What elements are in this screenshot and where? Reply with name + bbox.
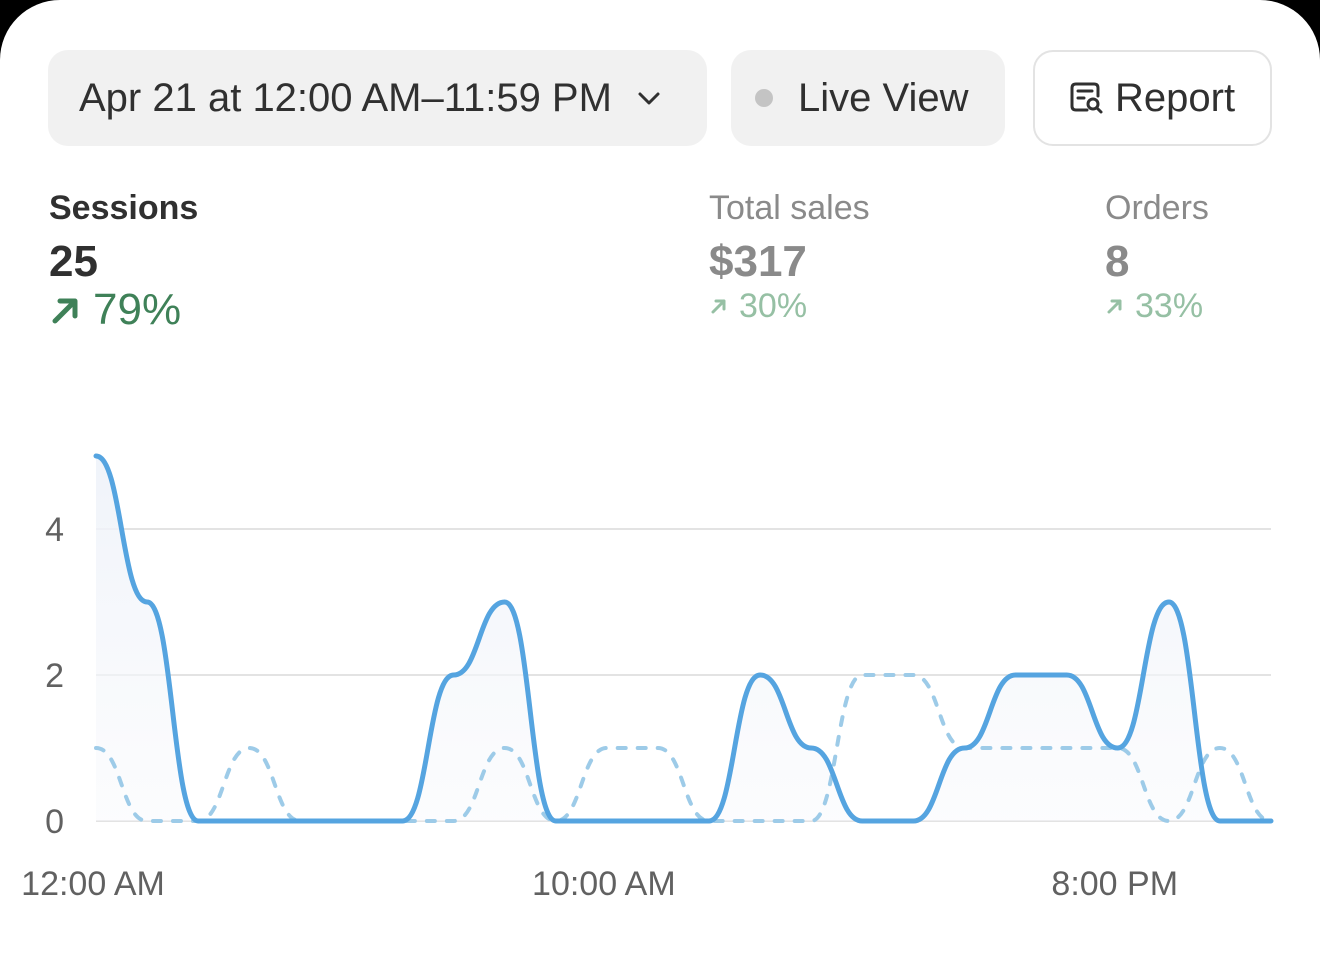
point-comparison-15 [859,672,865,678]
metric-change-value: 33% [1135,287,1204,325]
metric-total-sales[interactable]: Total sales $317 30% [709,188,870,330]
live-view-label: Live View [798,75,969,120]
point-current-6 [400,818,406,824]
point-comparison-13 [757,818,763,824]
report-label: Report [1115,75,1236,120]
series-line-comparison [94,673,1273,823]
metric-value: 8 [1105,237,1130,286]
point-current-2 [195,818,201,824]
point-comparison-7 [451,818,457,824]
point-current-5 [348,818,354,824]
point-current-16 [910,818,916,824]
y-tick-label: 2 [45,657,64,695]
point-current-1 [144,599,150,605]
metric-sessions[interactable]: Sessions 25 79% [49,188,198,334]
point-comparison-0 [93,745,99,751]
metric-value: $317 [709,237,807,286]
point-comparison-21 [1166,818,1172,824]
metric-value: 25 [49,237,98,286]
arrow-up-right-icon [709,296,729,316]
point-current-22 [1217,818,1223,824]
point-current-9 [553,818,559,824]
point-current-0 [93,453,99,459]
point-current-13 [757,672,763,678]
live-view-button[interactable]: Live View [731,50,1005,146]
status-dot-icon [755,89,773,107]
series-line-current [93,453,1274,824]
metric-label: Orders [1105,189,1209,227]
date-range-label: Apr 21 at 12:00 AM–11:59 PM [79,75,612,120]
x-tick-label: 12:00 AM [21,865,165,903]
point-current-7 [451,672,457,678]
metric-change-value: 79% [93,285,182,334]
point-comparison-10 [604,745,610,751]
point-comparison-3 [246,745,252,751]
metric-change: 79% [49,286,198,334]
point-comparison-18 [1013,745,1019,751]
point-comparison-19 [1064,745,1070,751]
x-tick-label: 10:00 AM [532,865,676,903]
point-current-20 [1115,745,1121,751]
point-current-12 [706,818,712,824]
point-current-8 [502,599,508,605]
point-current-23 [1268,818,1274,824]
point-comparison-16 [910,672,916,678]
point-current-11 [655,818,661,824]
point-comparison-22 [1217,745,1223,751]
x-tick-label: 8:00 PM [1051,865,1178,903]
arrow-up-right-icon [49,293,83,327]
metric-change: 30% [709,282,870,330]
metric-label: Sessions [49,189,199,227]
series-area [96,456,1271,821]
report-button[interactable]: Report [1033,50,1272,146]
point-comparison-8 [502,745,508,751]
point-current-10 [604,818,610,824]
point-current-4 [297,818,303,824]
point-current-21 [1166,599,1172,605]
date-range-button[interactable]: Apr 21 at 12:00 AM–11:59 PM [48,50,707,146]
point-current-18 [1013,672,1019,678]
metric-orders[interactable]: Orders 8 33% [1105,188,1209,330]
metric-change-value: 30% [739,287,808,325]
chevron-down-icon [634,83,664,113]
point-comparison-14 [808,818,814,824]
point-comparison-1 [144,818,150,824]
point-current-19 [1064,672,1070,678]
metric-label: Total sales [709,189,870,227]
point-current-14 [808,745,814,751]
sessions-line-chart[interactable]: 0 2 4 12:00 AM 10:00 AM 8:00 PM [0,380,1320,940]
point-current-3 [246,818,252,824]
report-search-icon [1067,79,1105,117]
point-comparison-11 [655,745,661,751]
point-current-15 [859,818,865,824]
arrow-up-right-icon [1105,296,1125,316]
point-current-17 [961,745,967,751]
y-tick-label: 4 [45,511,64,549]
y-tick-label: 0 [45,803,64,841]
metric-change: 33% [1105,282,1209,330]
